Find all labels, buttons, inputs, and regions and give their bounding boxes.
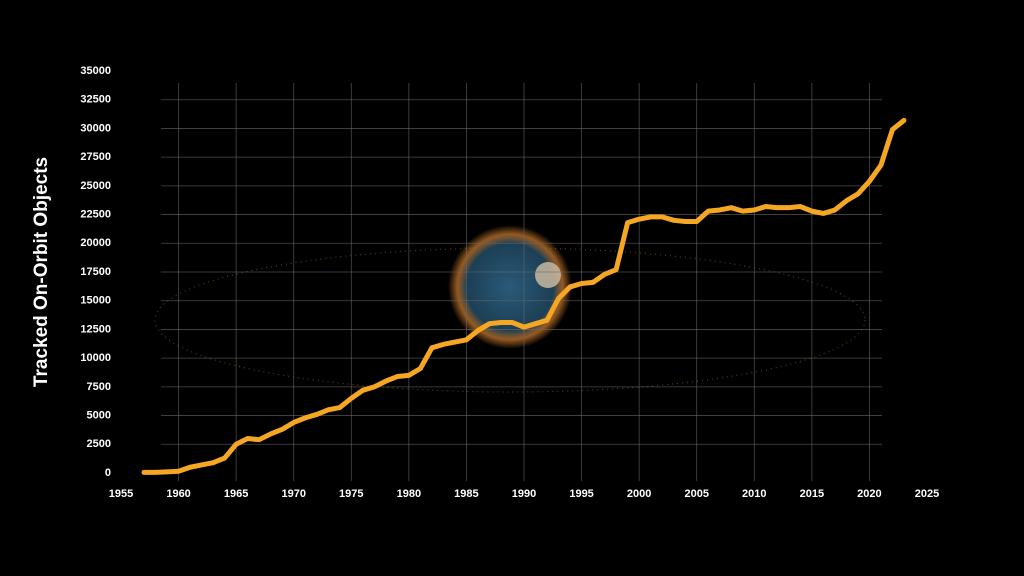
y-tick-label: 17500	[80, 266, 111, 278]
plot: 0 2500 5000 7500 10000 12500 15000 17500 20000 22…	[80, 65, 939, 500]
earth	[448, 225, 572, 349]
x-tick-label: 1985	[454, 488, 478, 500]
y-tick-label: 7500	[87, 381, 111, 393]
y-tick-label: 27500	[80, 151, 111, 163]
y-axis-label: Tracked On-Orbit Objects	[31, 157, 52, 387]
x-tick-label: 1975	[339, 488, 363, 500]
x-tick-label: 2010	[742, 488, 766, 500]
moon-glow	[535, 262, 561, 288]
x-tick-label: 1955	[109, 488, 133, 500]
x-tick-label: 1970	[281, 488, 305, 500]
y-tick-label: 35000	[80, 65, 111, 77]
y-tick-label: 15000	[80, 295, 111, 307]
y-tick-label: 5000	[87, 409, 111, 421]
x-tick-label: 2005	[684, 488, 708, 500]
y-tick-label: 30000	[80, 122, 111, 134]
y-tick-label: 0	[105, 467, 111, 479]
x-tick-label: 2020	[857, 488, 881, 500]
y-tick-label: 25000	[80, 180, 111, 192]
debris-ring	[154, 247, 866, 393]
x-tick-label: 2025	[915, 488, 939, 500]
x-tick-label: 2015	[800, 488, 824, 500]
data-line	[141, 117, 907, 475]
y-tick-label: 2500	[87, 438, 111, 450]
x-tick-label: 1990	[512, 488, 536, 500]
x-tick-label: 1960	[166, 488, 190, 500]
x-tick-label: 2000	[627, 488, 651, 500]
y-tick-label: 12500	[80, 323, 111, 335]
y-tick-label: 22500	[80, 208, 111, 220]
y-tick-label: 10000	[80, 352, 111, 364]
x-tick-label: 1995	[569, 488, 593, 500]
x-tick-label: 1980	[397, 488, 421, 500]
x-tick-label: 1965	[224, 488, 248, 500]
y-tick-label: 32500	[80, 94, 111, 106]
y-tick-label: 20000	[80, 237, 111, 249]
